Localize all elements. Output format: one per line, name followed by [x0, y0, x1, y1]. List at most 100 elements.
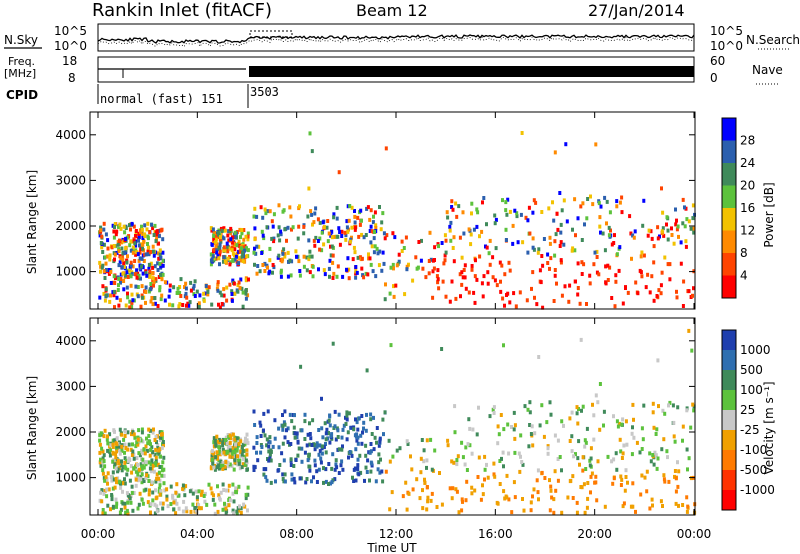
range-gate-cell: [237, 261, 241, 266]
range-gate-cell: [373, 244, 377, 249]
range-gate-cell: [537, 355, 541, 359]
range-gate-cell: [231, 278, 235, 283]
range-gate-cell: [499, 413, 503, 417]
range-gate-cell: [138, 491, 142, 496]
range-gate-cell: [139, 462, 143, 467]
range-gate-cell: [114, 232, 118, 237]
range-gate-cell: [632, 235, 636, 240]
range-gate-cell: [554, 232, 558, 237]
range-gate-cell: [244, 247, 248, 252]
range-gate-cell: [224, 438, 227, 442]
range-gate-cell: [575, 405, 579, 410]
range-gate-cell: [232, 511, 235, 516]
range-gate-cell: [578, 301, 582, 306]
range-gate-cell: [289, 457, 293, 462]
range-gate-cell: [115, 295, 119, 300]
range-gate-cell: [620, 210, 624, 215]
range-gate-cell: [674, 489, 678, 494]
range-gate-cell: [550, 495, 554, 500]
range-gate-cell: [641, 223, 645, 228]
range-gate-cell: [105, 293, 109, 298]
range-gate-cell: [470, 211, 473, 216]
range-gate-cell: [317, 428, 321, 432]
range-gate-cell: [674, 222, 678, 227]
range-gate-cell: [230, 245, 234, 250]
range-gate-cell: [232, 467, 236, 472]
range-gate-cell: [148, 269, 152, 274]
range-gate-cell: [228, 440, 232, 445]
range-gate-cell: [145, 473, 149, 478]
range-gate-cell: [331, 341, 335, 346]
range-gate-cell: [129, 447, 133, 452]
range-gate-cell: [129, 500, 133, 505]
range-gate-cell: [217, 302, 220, 307]
range-gate-cell: [160, 473, 164, 478]
range-gate-cell: [139, 276, 142, 281]
range-gate-cell: [126, 500, 130, 505]
range-gate-cell: [493, 221, 497, 226]
range-gate-cell: [165, 494, 169, 499]
range-gate-cell: [205, 502, 209, 507]
range-gate-cell: [306, 214, 310, 219]
range-gate-cell: [243, 248, 246, 253]
range-gate-cell: [313, 458, 317, 463]
range-gate-cell: [676, 460, 679, 465]
range-gate-cell: [124, 226, 128, 230]
range-gate-cell: [683, 205, 686, 210]
range-gate-cell: [134, 272, 137, 277]
range-gate-cell: [681, 438, 684, 443]
colorbar-tick: 28: [740, 134, 755, 148]
range-gate-cell: [322, 268, 326, 273]
range-gate-cell: [155, 229, 159, 234]
range-gate-cell: [517, 451, 521, 456]
range-gate-cell: [111, 486, 115, 491]
range-gate-cell: [573, 197, 577, 202]
range-gate-cell: [232, 499, 236, 504]
range-gate-cell: [470, 201, 474, 206]
range-gate-cell: [568, 479, 572, 484]
range-gate-cell: [559, 240, 563, 245]
range-gate-cell: [199, 506, 203, 511]
range-gate-cell: [632, 435, 636, 440]
range-gate-cell: [357, 472, 361, 477]
range-gate-cell: [589, 194, 592, 199]
range-gate-cell: [262, 467, 266, 472]
range-gate-cell: [145, 448, 149, 453]
range-gate-cell: [228, 262, 232, 267]
range-gate-cell: [595, 498, 599, 503]
range-gate-cell: [581, 468, 585, 473]
range-gate-cell: [126, 275, 130, 279]
range-gate-cell: [539, 280, 543, 285]
colorbar-cell: [722, 118, 736, 141]
range-gate-cell: [368, 229, 372, 233]
range-gate-cell: [493, 278, 497, 283]
range-gate-cell: [376, 467, 380, 472]
range-gate-cell: [660, 270, 664, 275]
range-gate-cell: [121, 481, 125, 486]
range-gate-cell: [323, 421, 327, 426]
range-gate-cell: [118, 479, 122, 484]
range-gate-cell: [114, 466, 118, 471]
power-colorbar-label: Power [dB]: [762, 182, 776, 247]
range-gate-cell: [340, 435, 344, 440]
range-gate-cell: [651, 410, 655, 415]
range-gate-cell: [673, 439, 677, 444]
range-gate-cell: [135, 456, 139, 460]
range-gate-cell: [505, 495, 509, 500]
range-gate-cell: [159, 435, 162, 440]
range-gate-cell: [603, 248, 607, 253]
range-gate-cell: [116, 467, 120, 472]
range-gate-cell: [109, 270, 113, 274]
range-gate-cell: [502, 343, 505, 348]
range-gate-cell: [589, 456, 593, 461]
range-gate-cell: [253, 226, 257, 231]
range-gate-cell: [226, 445, 230, 450]
range-gate-cell: [466, 442, 470, 447]
range-gate-cell: [492, 472, 496, 477]
range-gate-cell: [126, 291, 129, 296]
range-gate-cell: [336, 264, 340, 269]
colorbar-cell: [722, 350, 736, 371]
range-gate-cell: [277, 253, 281, 258]
range-gate-cell: [351, 475, 354, 480]
range-gate-cell: [243, 439, 247, 444]
